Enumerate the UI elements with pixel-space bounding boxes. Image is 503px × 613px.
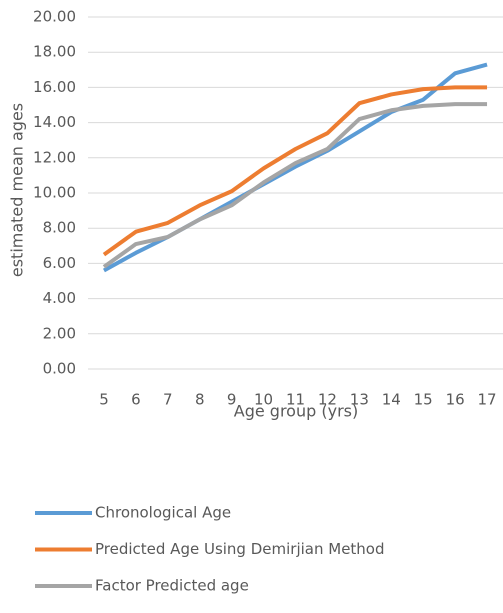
- x-tick-label: 10: [254, 391, 273, 409]
- x-tick-label: 16: [446, 391, 465, 409]
- y-axis-label: estimated mean ages: [8, 103, 27, 277]
- y-tick-label: 2.00: [43, 324, 76, 342]
- x-tick-label: 11: [286, 391, 305, 409]
- y-tick-label: 0.00: [43, 360, 76, 378]
- series-line: [102, 85, 488, 257]
- x-axis-label: Age group (yrs): [234, 402, 358, 421]
- x-tick-label: 7: [163, 391, 173, 409]
- legend-label: Predicted Age Using Demirjian Method: [95, 540, 385, 558]
- x-tick-label: 13: [350, 391, 369, 409]
- x-tick-label: 17: [477, 391, 496, 409]
- y-tick-label: 20.00: [33, 8, 76, 26]
- x-tick-label: 5: [99, 391, 109, 409]
- y-tick-label: 4.00: [43, 289, 76, 307]
- x-tick-label: 8: [195, 391, 205, 409]
- x-tick-label: 15: [414, 391, 433, 409]
- y-tick-label: 16.00: [33, 78, 76, 96]
- series-line: [102, 102, 488, 269]
- x-tick-label: 9: [227, 391, 237, 409]
- x-tick-label: 6: [131, 391, 141, 409]
- y-tick-label: 18.00: [33, 43, 76, 61]
- y-tick-label: 8.00: [43, 219, 76, 237]
- x-tick-label: 14: [382, 391, 401, 409]
- y-tick-label: 6.00: [43, 254, 76, 272]
- y-tick-label: 14.00: [33, 113, 76, 131]
- legend-label: Factor Predicted age: [95, 577, 249, 595]
- x-tick-label: 12: [318, 391, 337, 409]
- legend-label: Chronological Age: [95, 504, 231, 522]
- y-tick-label: 10.00: [33, 184, 76, 202]
- y-tick-label: 12.00: [33, 148, 76, 166]
